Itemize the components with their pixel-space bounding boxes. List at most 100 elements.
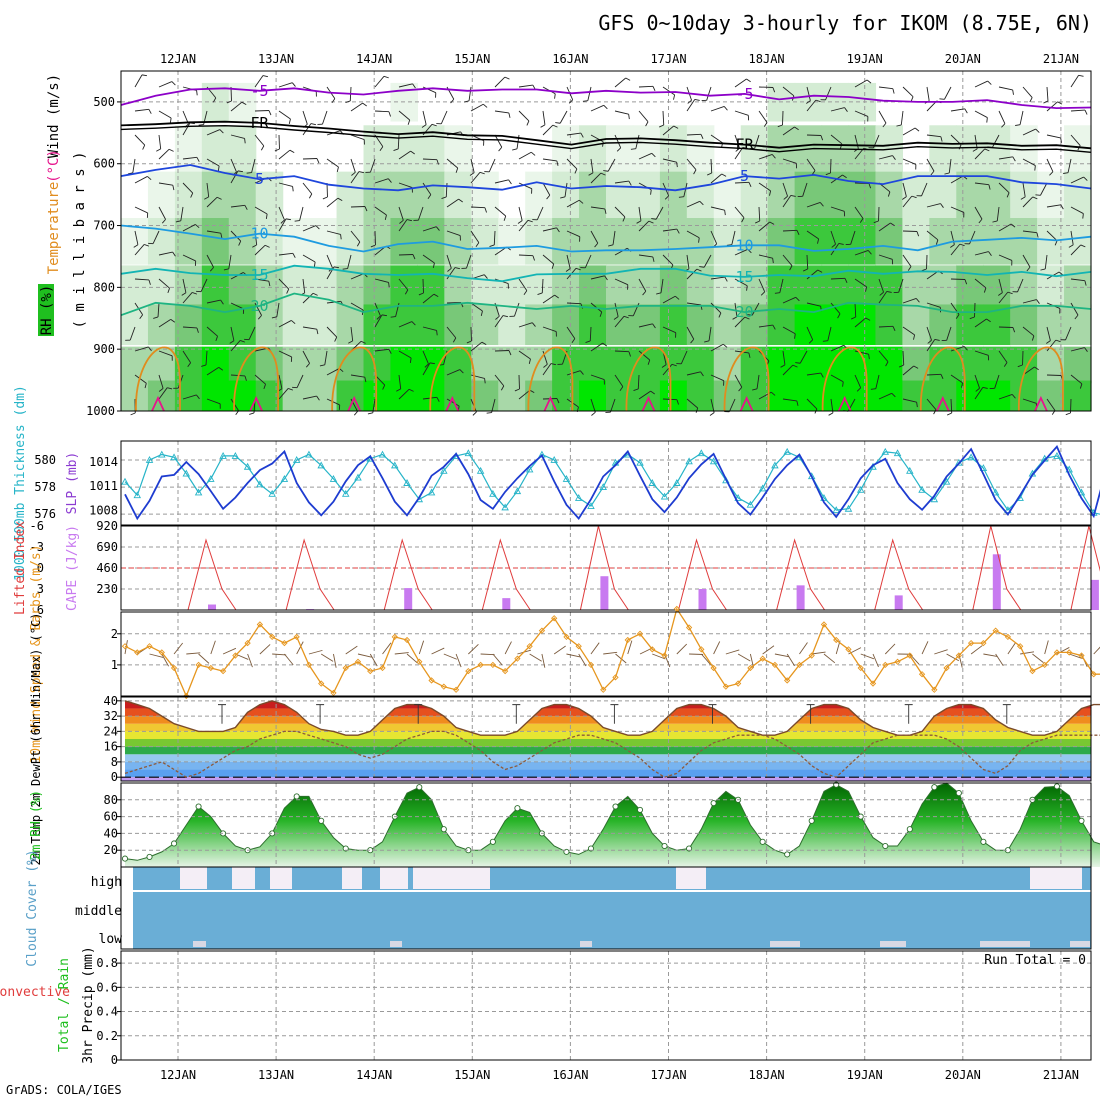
rh-cell [498, 380, 526, 412]
wind-barb [158, 318, 171, 328]
wind-barb [996, 206, 1000, 221]
wind-barb [1022, 158, 1036, 166]
thickness-point [1077, 488, 1086, 496]
wind-barb [398, 388, 410, 400]
max-temp-whisker [1002, 704, 1011, 724]
wind-barb [806, 372, 821, 376]
footer-credit: GrADS: COLA/IGES [6, 1083, 122, 1097]
rh-cell [1064, 346, 1092, 384]
wind-barb [446, 198, 459, 208]
wind-barb [830, 344, 844, 352]
day-label-top: 16JAN [552, 52, 588, 66]
wind-barb [1046, 398, 1056, 411]
isotherm-label: FR [736, 136, 755, 154]
rh-cell [525, 346, 553, 384]
run-total: Run Total = 0 [984, 953, 1086, 968]
temp2m-ylabel: 2m Temp 2m DewPt (6hr Min/Max) (°C) [29, 613, 43, 866]
lifted-index-line [285, 538, 335, 611]
lifted-index-line [187, 538, 237, 611]
high-cloud-gap [413, 867, 490, 889]
wind-barb [708, 326, 712, 341]
low-cloud-gap [980, 941, 1030, 947]
wind10m-point [416, 658, 423, 665]
wind-barb [830, 374, 844, 383]
wind-barb [518, 278, 528, 291]
rh-cell [632, 171, 661, 219]
wind-barb [686, 326, 695, 340]
wind-barb [182, 278, 187, 293]
rh-cell [659, 304, 688, 346]
wind-barb [944, 86, 952, 100]
wind10m-point [367, 667, 374, 675]
wind-barb [470, 171, 481, 184]
wind-barb [422, 158, 438, 161]
rh-cell [552, 304, 580, 346]
wind-barb [614, 206, 626, 218]
wind-barb [683, 182, 688, 197]
wind-barb [542, 158, 557, 162]
thickness-point [391, 461, 399, 469]
wind-barb [779, 278, 784, 293]
wind10m-point [796, 661, 803, 669]
wind-barb [278, 388, 289, 400]
high-cloud-gap [232, 867, 255, 889]
rh-cell [632, 304, 661, 346]
lifted-index-tick-label: 0 [37, 561, 44, 575]
rh-cell [498, 346, 526, 384]
warm-isotherm [331, 346, 378, 412]
wind-barb [230, 170, 239, 184]
slp-tick-label: 1008 [89, 503, 118, 517]
wind-barb [350, 302, 364, 311]
wind-barb [205, 350, 208, 365]
wind-barb [566, 302, 582, 305]
wind10m-barb [590, 642, 600, 655]
wind-barb [974, 110, 988, 118]
wind-barb [710, 302, 722, 314]
warm-isotherm [527, 346, 574, 412]
wind-barb [610, 398, 616, 413]
wind10m-barb [308, 649, 323, 655]
rh2m-point [1053, 783, 1060, 790]
wind-barb [902, 86, 914, 98]
rh2m-point [980, 838, 987, 845]
wind-barb [152, 230, 160, 244]
wind10m-barb [480, 653, 495, 656]
wind-barb [350, 374, 365, 378]
wind-barb [830, 134, 843, 145]
wind-barb [422, 110, 427, 125]
isotherm-label: 15 [251, 266, 269, 284]
wind-barb [614, 302, 619, 317]
lifted-index-line [776, 538, 826, 611]
wind10m-point [1053, 649, 1061, 656]
wind-barb [494, 374, 505, 387]
wind10m-point [685, 624, 693, 631]
wind-barb [446, 398, 460, 407]
wind10m-point [612, 674, 619, 681]
day-label-top: 14JAN [356, 52, 392, 66]
wind10m-barb [186, 652, 201, 655]
rh2m-tick-label: 20 [104, 843, 118, 857]
wind-barb [734, 316, 746, 328]
wind-barb [398, 182, 413, 188]
wind10m-point [281, 639, 288, 647]
wind-barb [950, 206, 965, 213]
wind-barb [326, 158, 339, 168]
wind-barb [614, 278, 628, 286]
thickness-point [182, 469, 191, 477]
wind10m-point [551, 615, 558, 622]
wind-barb [710, 106, 725, 112]
wind-barb [180, 206, 184, 221]
wind10m-point [342, 664, 349, 672]
rh-cell [390, 346, 418, 384]
wind-barb [806, 269, 819, 280]
day-label-top: 17JAN [650, 52, 686, 66]
thickness-point [341, 489, 350, 497]
wind10m-point [563, 633, 570, 641]
wind10m-point [600, 686, 607, 693]
thickness-point [292, 456, 301, 463]
wind-barb [182, 254, 196, 262]
wind-barb [850, 230, 856, 245]
rh-cell [525, 171, 553, 219]
wind-barb [662, 295, 676, 304]
rh-cell [282, 218, 311, 265]
